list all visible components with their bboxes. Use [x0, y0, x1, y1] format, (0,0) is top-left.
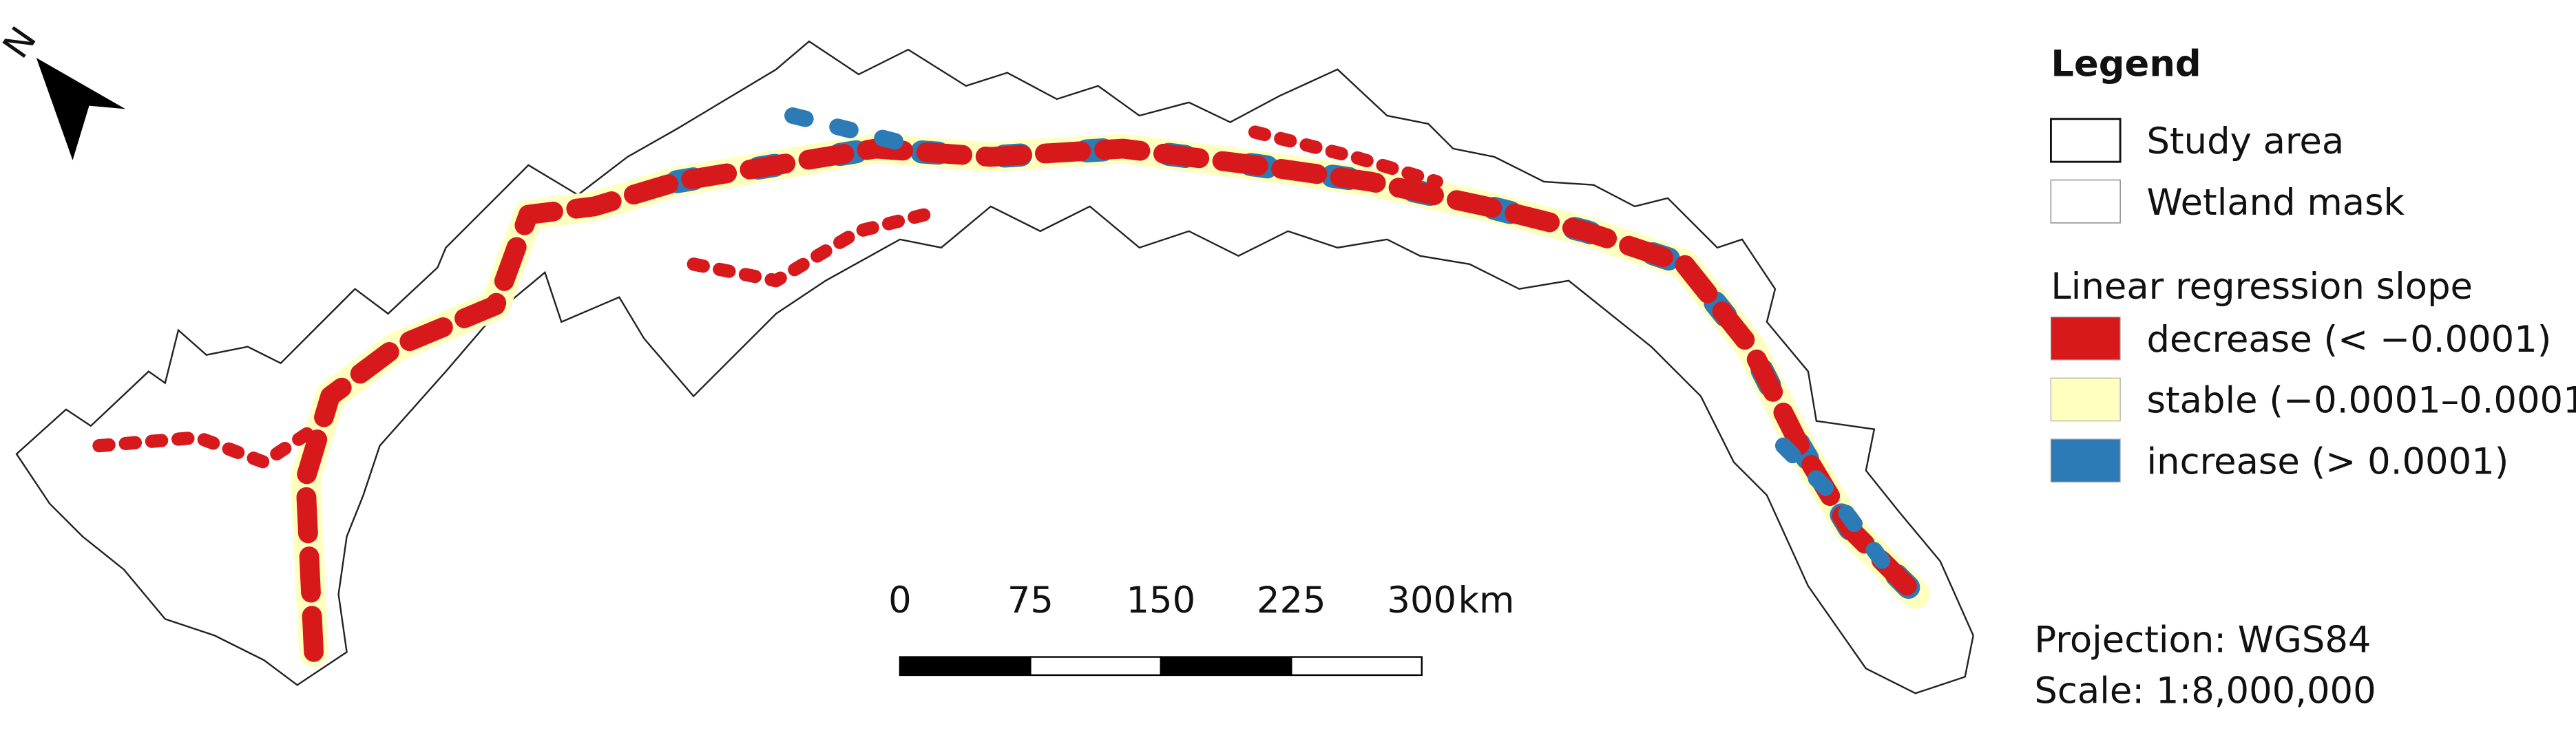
scale-bar: 0 75 150 225 300 km [888, 580, 1515, 677]
legend-swatch [2050, 316, 2121, 361]
scale-tick-label: 150 [1127, 580, 1196, 622]
scale-tick-label: 225 [1257, 580, 1326, 622]
scale-tick-label: 75 [1007, 580, 1054, 622]
scale-tick-label: 0 [888, 580, 912, 622]
scale-unit: km [1458, 580, 1515, 622]
north-arrow [36, 58, 126, 160]
legend-label: decrease (< −0.0001) [2147, 319, 2552, 361]
scale-segment [1160, 656, 1292, 677]
legend-swatch [2050, 438, 2121, 482]
scale-segment [1029, 656, 1162, 677]
legend-swatch [2049, 118, 2122, 163]
scale-tick-label: 300 [1387, 580, 1456, 622]
legend-subtitle: Linear regression slope [2051, 266, 2473, 308]
legend-label: increase (> 0.0001) [2147, 440, 2509, 482]
study-area [15, 40, 1974, 694]
wetland-layers [92, 107, 1931, 667]
legend-swatch [2050, 179, 2121, 224]
legend: Study area Wetland mask decrease (< −0.000… [2049, 118, 2576, 482]
legend-swatch [2050, 377, 2121, 422]
legend-label: Wetland mask [2147, 182, 2405, 224]
scale-segment [899, 656, 1032, 677]
legend-title: Legend [2051, 43, 2201, 85]
scale-segment [1290, 656, 1423, 677]
legend-label: Study area [2147, 120, 2345, 162]
projection: Projection: WGS84 [2034, 619, 2371, 661]
scale-text: Scale: 1:8,000,000 [2034, 670, 2376, 712]
legend-label: stable (−0.0001–0.0001) [2147, 380, 2576, 422]
